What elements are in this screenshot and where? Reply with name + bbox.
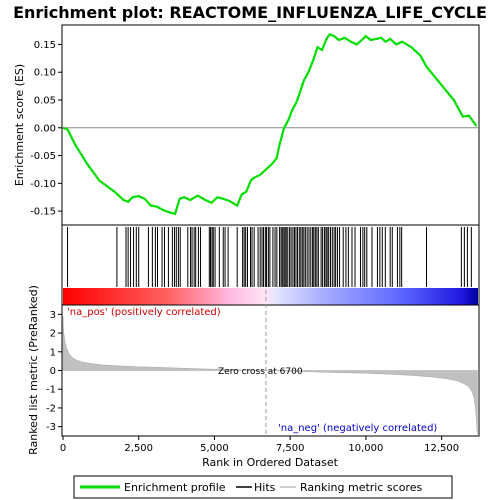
- es-ytick-label: -0.15: [30, 207, 56, 218]
- enrichment-profile-line: [62, 33, 478, 216]
- metric-y-axis: -3 -2 -1 0 1 2 3: [46, 310, 62, 433]
- metric-ytick-label: 2: [50, 329, 56, 340]
- es-axis-label: Enrichment score (ES): [13, 64, 26, 186]
- xtick-label: 7,500: [276, 443, 305, 454]
- xtick-label: 5,000: [200, 443, 229, 454]
- es-ytick-label: -0.10: [30, 179, 56, 190]
- es-ytick-label: 0.05: [34, 96, 56, 107]
- es-panel-frame: [61, 24, 480, 226]
- x-axis-label: Rank in Ordered Dataset: [202, 456, 339, 469]
- x-axis: 0 2,500 5,000 7,500 10,000 12,500: [60, 436, 459, 454]
- metric-ytick-label: -2: [46, 403, 56, 414]
- legend-label-metric: Ranking metric scores: [300, 481, 422, 494]
- metric-axis-label: Ranked list metric (PreRanked): [27, 285, 40, 455]
- legend-label-hits: Hits: [254, 481, 276, 494]
- legend-frame: [73, 475, 453, 499]
- xtick-label: 10,000: [348, 443, 383, 454]
- zero-cross-label: Zero cross at 6700: [218, 367, 303, 377]
- na-neg-label: 'na_neg' (negatively correlated): [278, 423, 437, 434]
- es-ytick-label: -0.05: [30, 151, 56, 162]
- es-ytick-label: 0.00: [34, 123, 56, 134]
- na-pos-label: 'na_pos' (positively correlated): [67, 307, 221, 318]
- chart-title: Enrichment plot: REACTOME_INFLUENZA_LIFE…: [13, 3, 487, 22]
- metric-ytick-label: 3: [50, 310, 56, 321]
- metric-ytick-label: 1: [50, 347, 56, 358]
- es-y-axis: -0.15 -0.10 -0.05 0.00 0.05 0.10 0.15: [30, 40, 62, 218]
- xtick-label: 0: [60, 443, 66, 454]
- ranking-metric-area: [62, 316, 478, 435]
- es-ytick-label: 0.15: [34, 40, 56, 51]
- legend-label-enrichment: Enrichment profile: [124, 481, 226, 494]
- hits-ticks: [67, 227, 472, 287]
- metric-ytick-label: -1: [46, 385, 56, 396]
- xtick-label: 2,500: [124, 443, 153, 454]
- xtick-label: 12,500: [424, 443, 459, 454]
- metric-ytick-label: 0: [50, 366, 56, 377]
- es-ytick-label: 0.10: [34, 68, 56, 79]
- rank-color-bar: [63, 288, 478, 305]
- metric-ytick-label: -3: [46, 422, 56, 433]
- legend: Enrichment profile Hits Ranking metric s…: [73, 475, 453, 499]
